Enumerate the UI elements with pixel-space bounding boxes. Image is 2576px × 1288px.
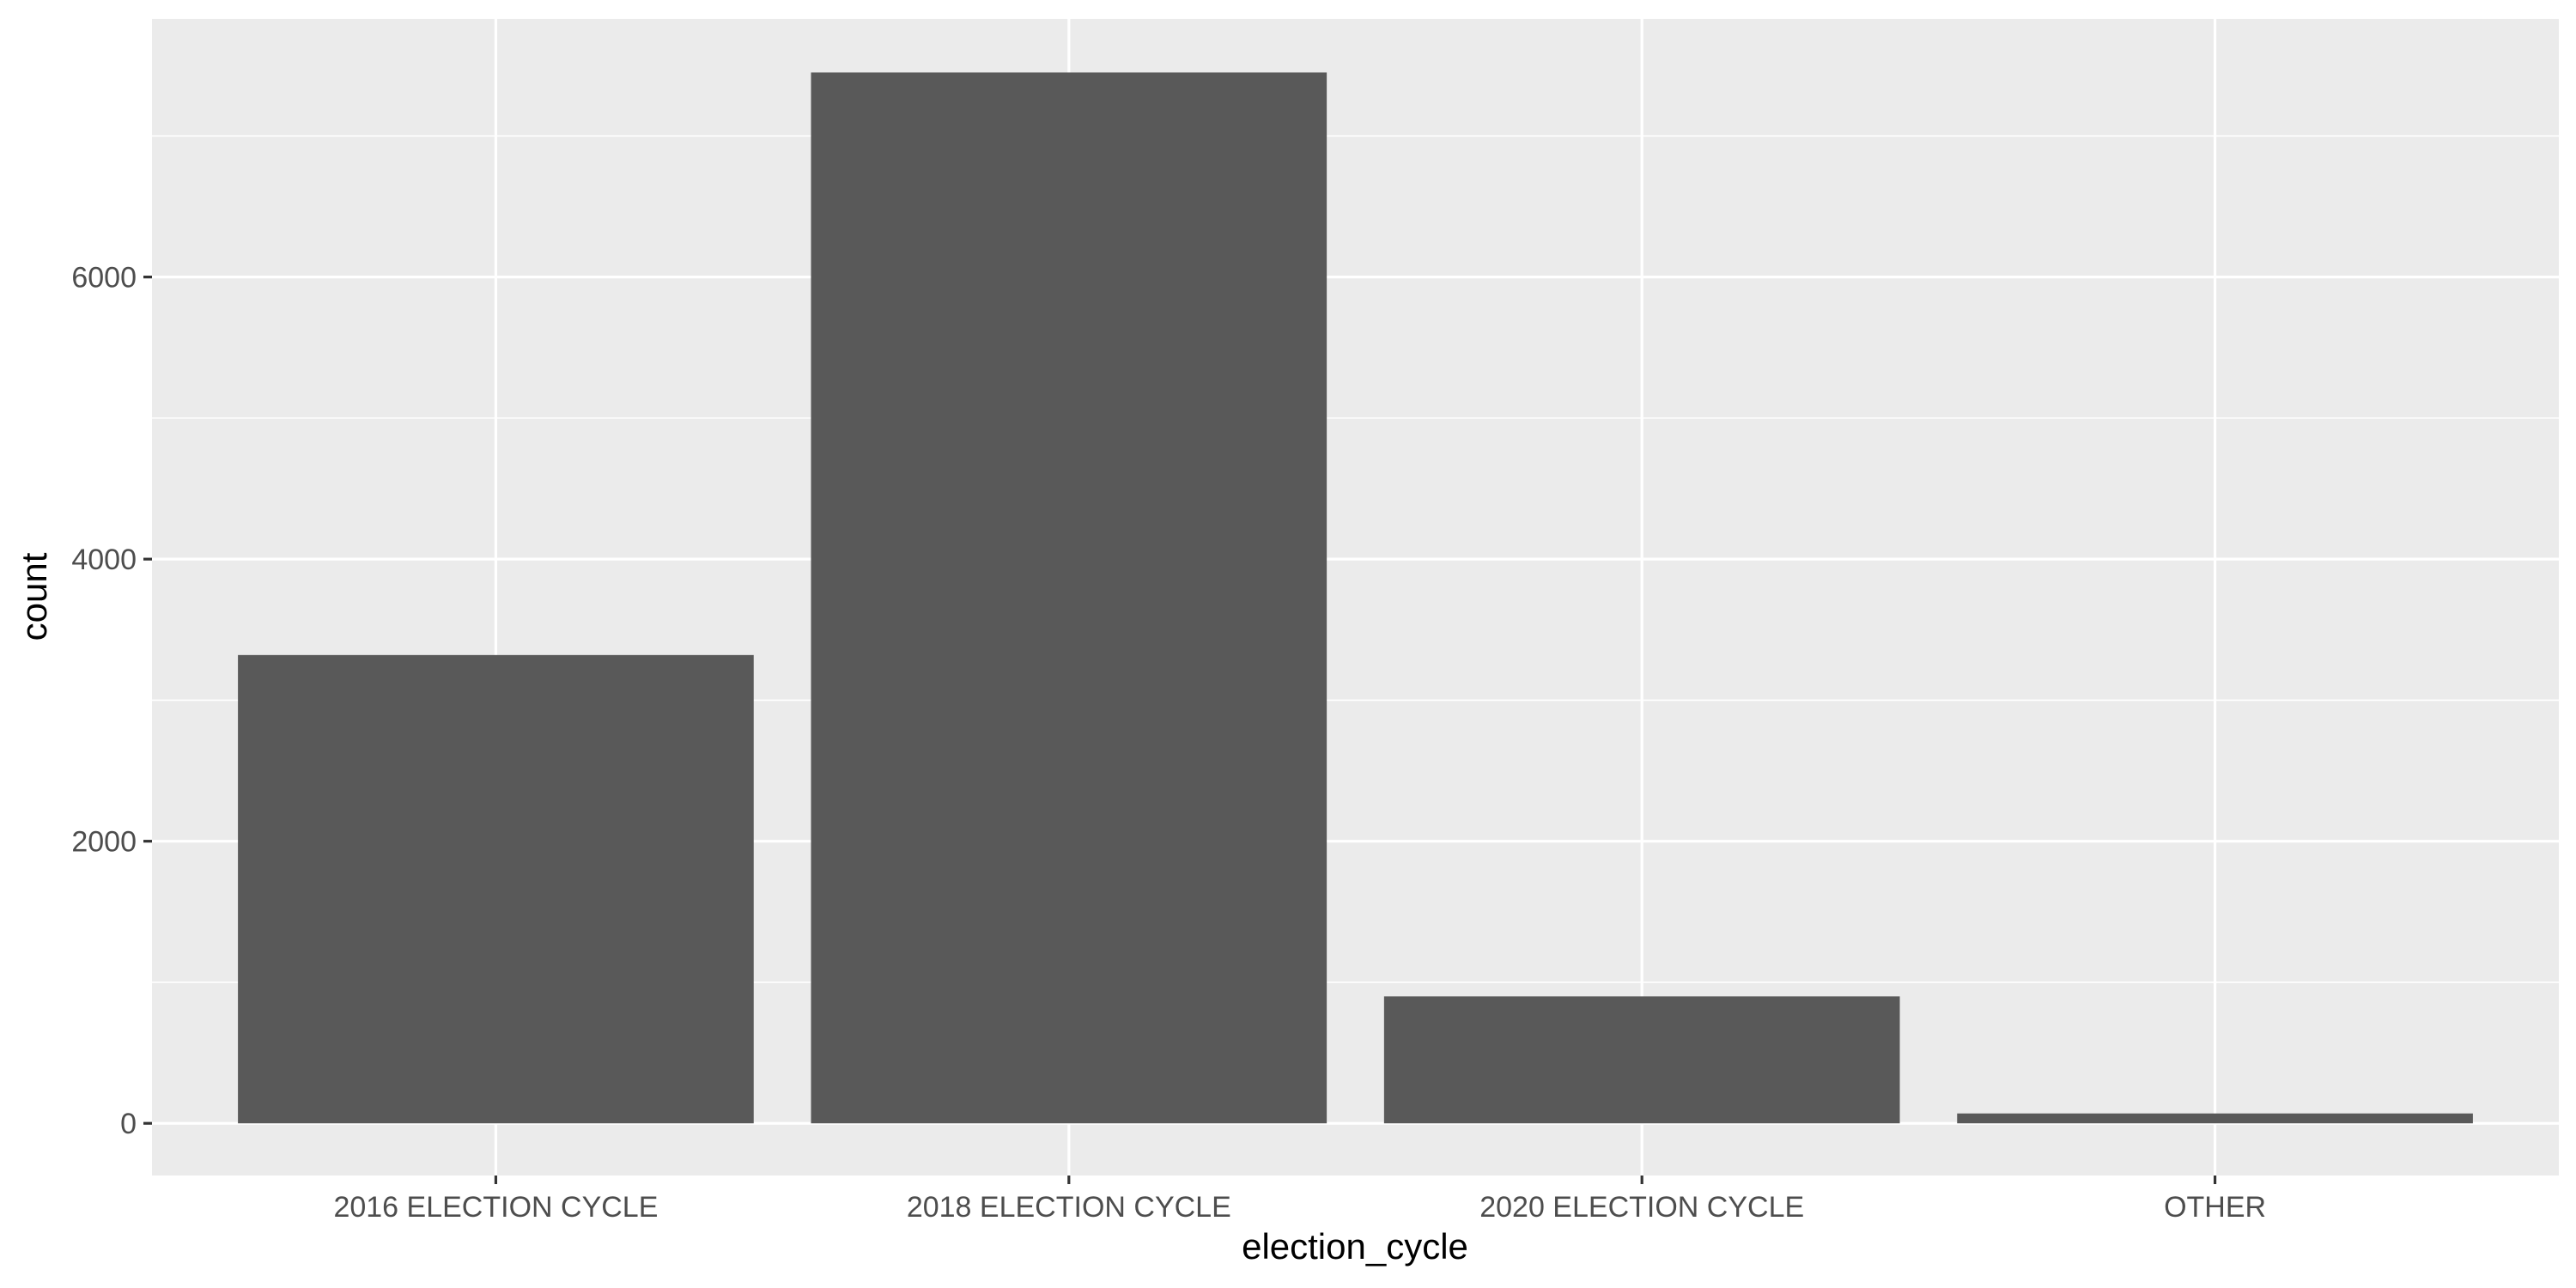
y-axis: 0 2000 4000 6000 xyxy=(71,262,152,1140)
bars xyxy=(238,72,2473,1124)
y-tick-label: 2000 xyxy=(71,826,137,859)
y-tick-label: 6000 xyxy=(71,262,137,295)
x-tick-label: 2020 ELECTION CYCLE xyxy=(1479,1191,1804,1224)
bar-4 xyxy=(1957,1113,2473,1124)
x-axis-title: election_cycle xyxy=(1242,1226,1468,1267)
x-tick-label: 2016 ELECTION CYCLE xyxy=(333,1191,658,1224)
bar-1 xyxy=(238,654,754,1124)
x-axis: 2016 ELECTION CYCLE 2018 ELECTION CYCLE 20… xyxy=(333,1176,2266,1224)
bar-2 xyxy=(811,72,1327,1124)
x-tick-label: 2018 ELECTION CYCLE xyxy=(907,1191,1231,1224)
y-axis-title: count xyxy=(14,552,54,641)
x-tick-label: OTHER xyxy=(2164,1191,2266,1224)
y-tick-label: 4000 xyxy=(71,544,137,576)
bar-3 xyxy=(1383,996,1900,1124)
y-tick-label: 0 xyxy=(120,1108,137,1140)
